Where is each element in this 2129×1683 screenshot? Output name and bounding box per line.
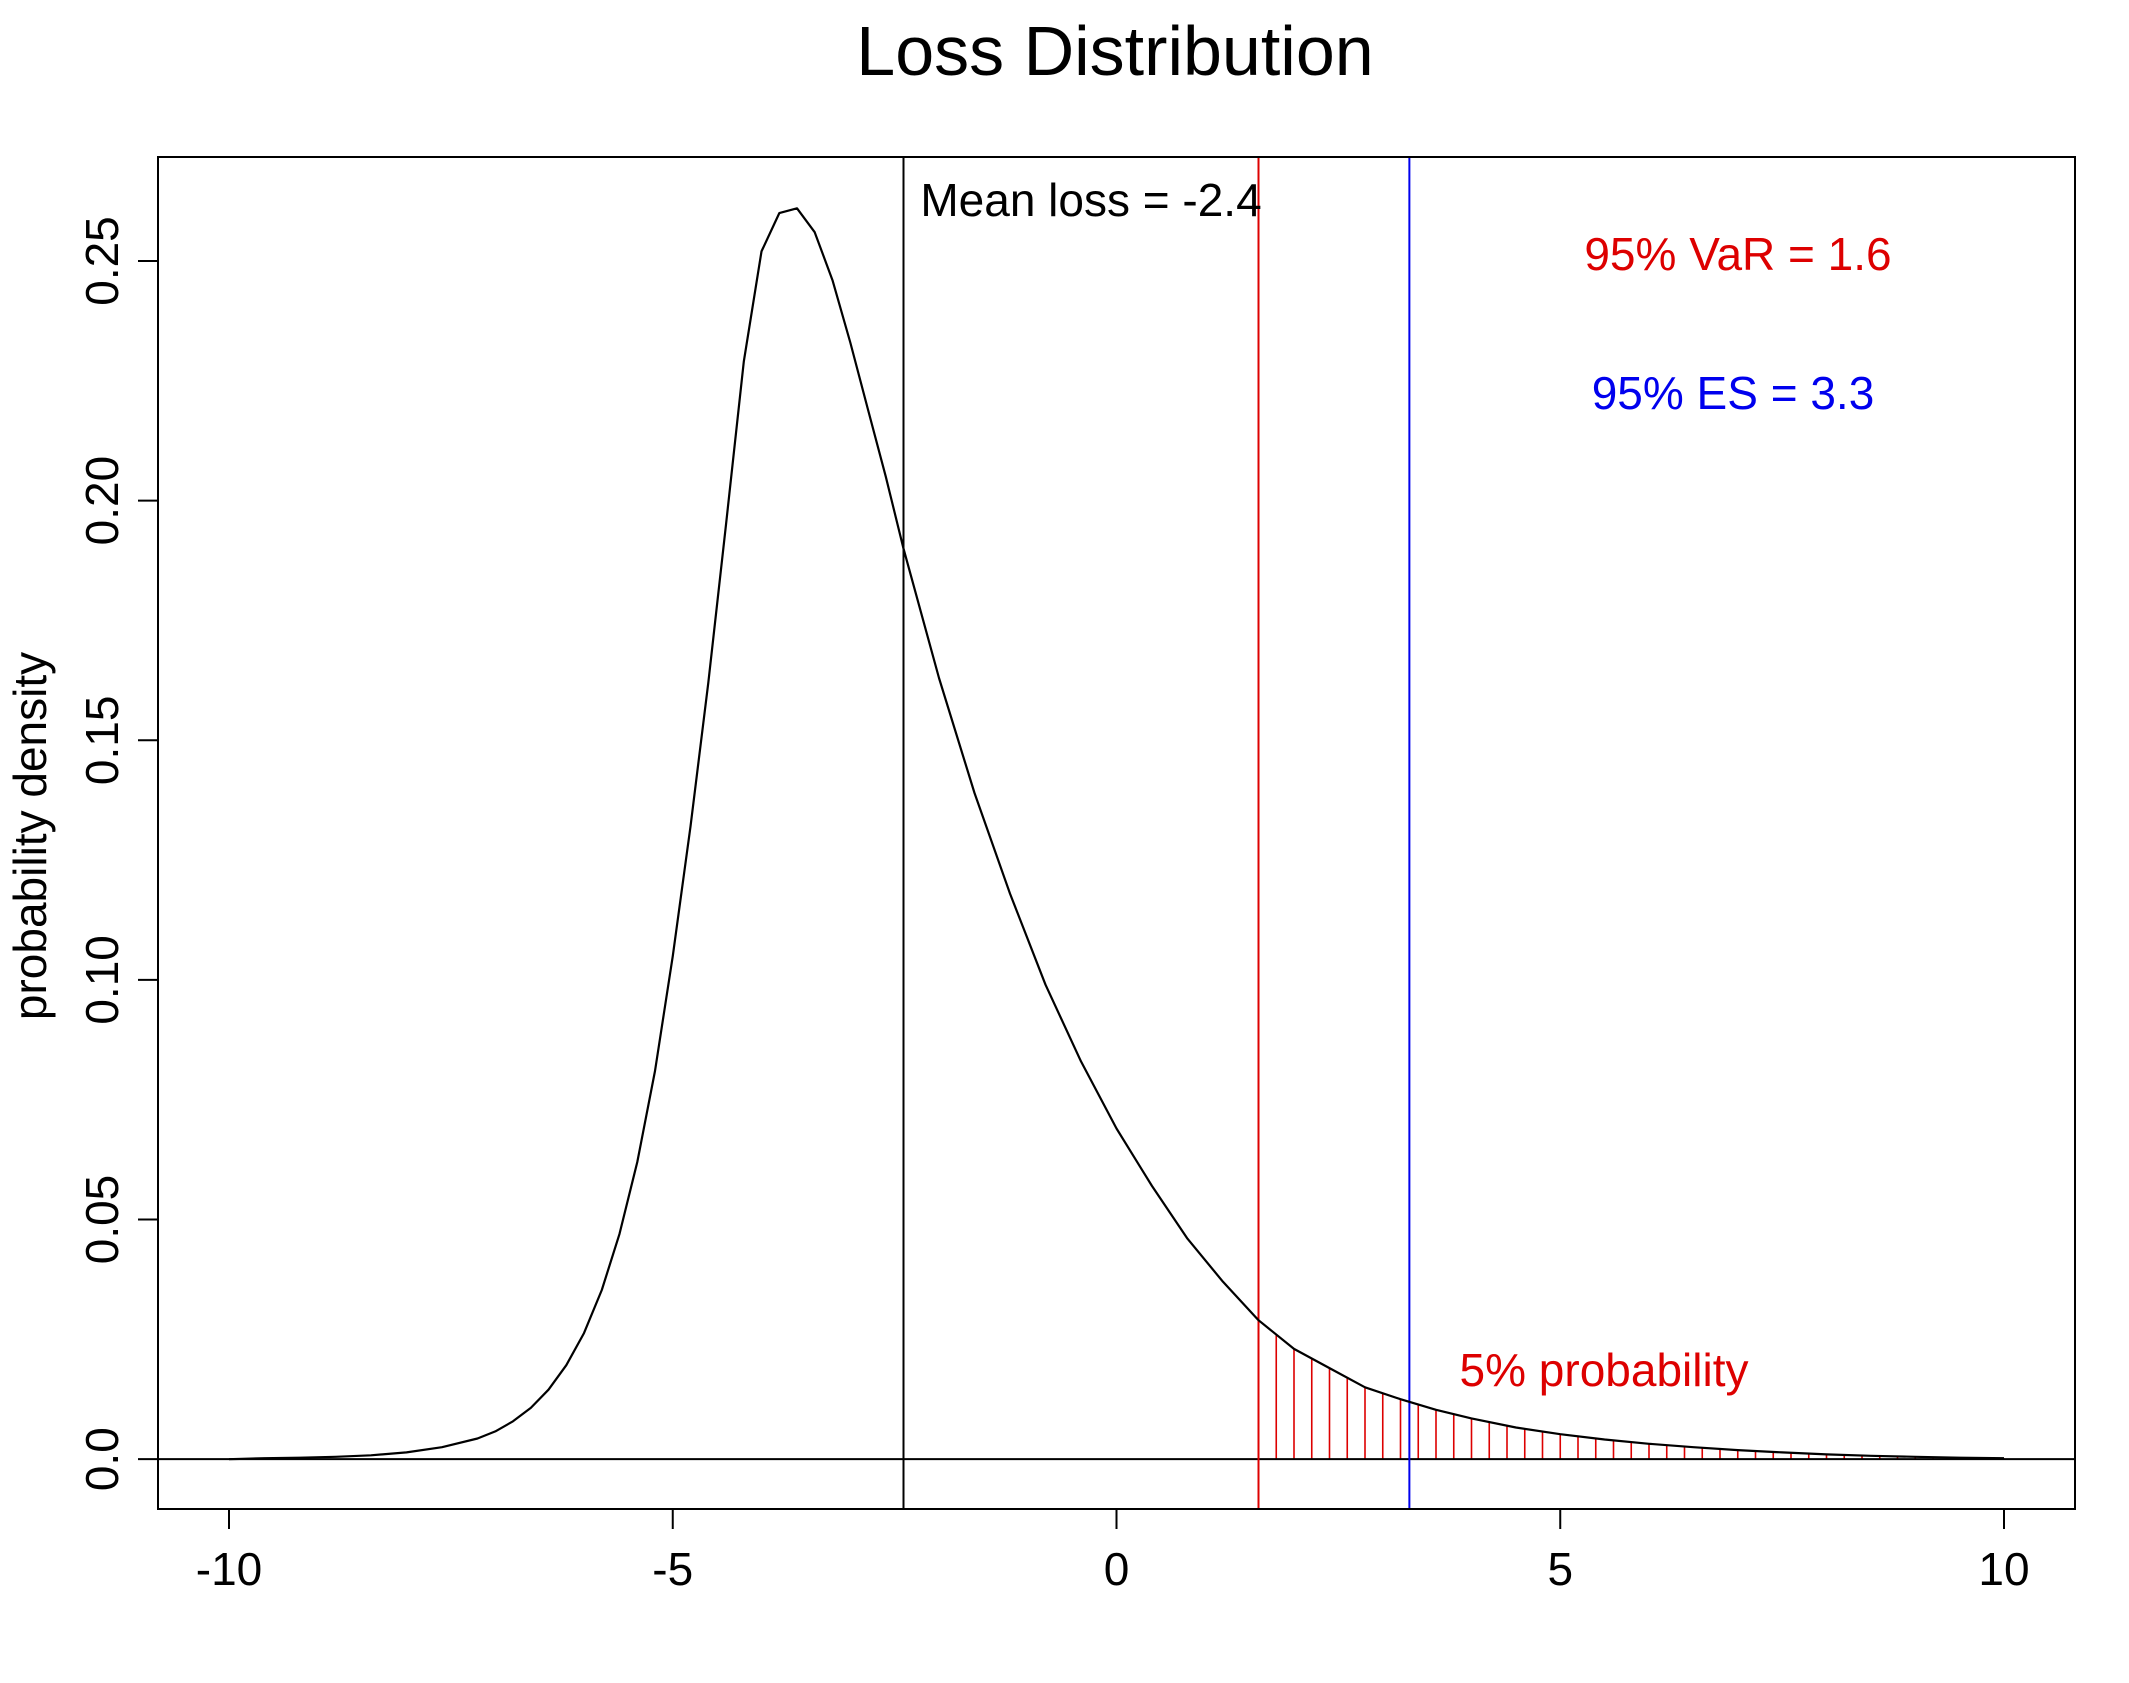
tail-shading <box>1257 1320 2005 1460</box>
chart-title: Loss Distribution <box>856 12 1373 90</box>
y-tick-label: 0.15 <box>76 696 128 786</box>
x-tick-label: -10 <box>196 1543 262 1595</box>
y-tick-label: 0.05 <box>76 1175 128 1265</box>
y-axis-label: probability density <box>4 652 56 1020</box>
es-label: 95% ES = 3.3 <box>1592 367 1875 419</box>
x-axis: -10 -5 0 5 10 <box>196 1508 2030 1595</box>
density-curve-group <box>228 207 2005 1461</box>
x-tick-label: 5 <box>1547 1543 1573 1595</box>
x-tick-label: -5 <box>652 1543 693 1595</box>
y-tick-label: 0.25 <box>76 216 128 306</box>
y-tick-label: 0.20 <box>76 456 128 546</box>
x-tick-label: 0 <box>1104 1543 1130 1595</box>
density-curve <box>228 207 2005 1461</box>
x-tick-label: 10 <box>1978 1543 2029 1595</box>
y-tick-label: 0.0 <box>76 1427 128 1491</box>
tail-probability-label: 5% probability <box>1460 1344 1749 1396</box>
var-label: 95% VaR = 1.6 <box>1584 228 1891 280</box>
mean-loss-label: Mean loss = -2.4 <box>920 174 1261 226</box>
reference-lines <box>902 157 1411 1509</box>
y-tick-label: 0.10 <box>76 935 128 1025</box>
y-axis: 0.0 0.05 0.10 0.15 0.20 0.25 <box>76 216 159 1491</box>
